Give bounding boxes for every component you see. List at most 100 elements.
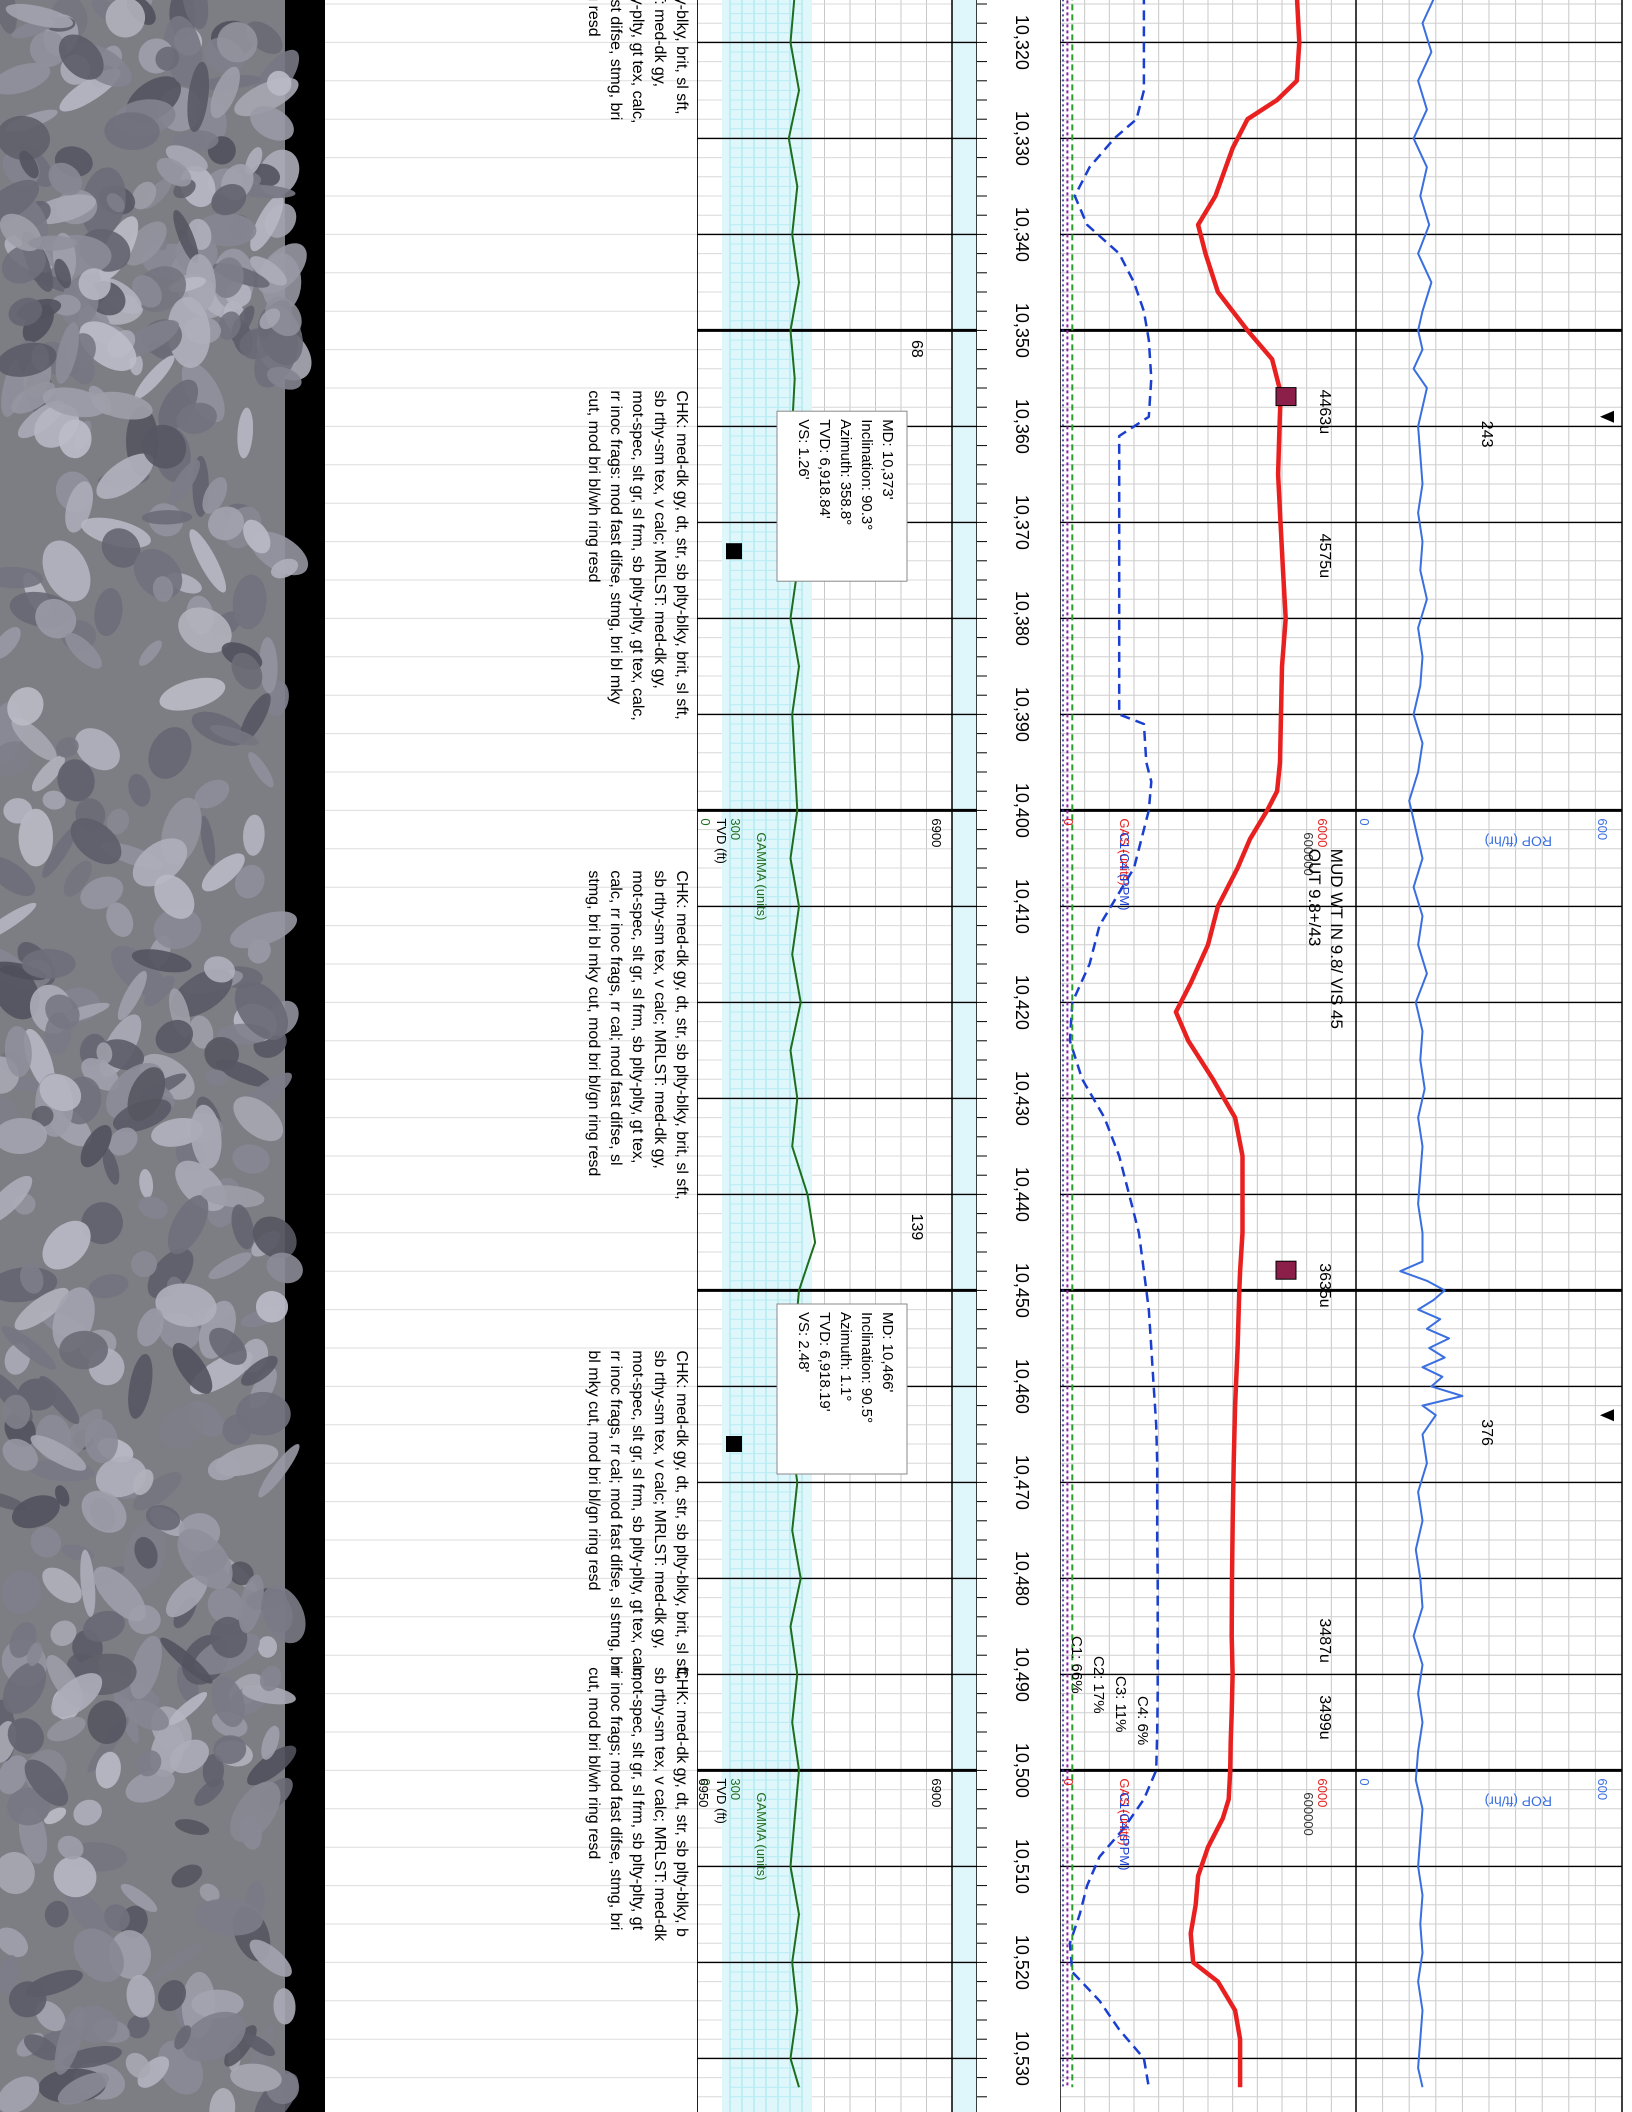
rop-scale-min: 0	[1357, 818, 1372, 825]
depth-tick-label: 10,490	[1012, 1647, 1032, 1702]
gamma-scale-max: 300	[728, 1778, 743, 1800]
depth-tick-label: 10,360	[1012, 399, 1032, 454]
cutting-chip	[243, 519, 271, 554]
cutting-chip	[8, 1981, 47, 2018]
cutting-chip	[42, 1567, 82, 1604]
cutting-chip	[0, 1175, 33, 1225]
cutting-chip	[266, 1252, 303, 1284]
cutting-chip	[19, 1263, 44, 1294]
cutting-chip	[0, 179, 40, 225]
cutting-chip	[105, 0, 146, 38]
description-line: bent: mod fast difse, stmg, bri	[607, 0, 624, 120]
cutting-chip	[210, 66, 240, 119]
cutting-chip	[74, 728, 120, 771]
gas-annotation: 3487u	[1316, 1618, 1333, 1663]
depth-tick-label: 10,420	[1012, 975, 1032, 1030]
cutting-chip	[189, 1015, 214, 1049]
cutting-chip	[133, 1472, 182, 1511]
cutting-chip	[53, 1856, 97, 1898]
cutting-chip	[208, 1252, 252, 1280]
cutting-chip	[2, 1394, 31, 1430]
mud-weight-annotation: MUD WT IN 9.8/ VIS 45	[1327, 849, 1346, 1029]
description-line: dt, str, sb plty-blky, brit, sl sft,	[673, 0, 690, 115]
gas-scale-max: 6000	[1315, 818, 1330, 847]
survey-line: TVD: 6,918.84'	[816, 419, 833, 519]
cutting-chip	[200, 815, 216, 866]
depth-tick-label: 10,500	[1012, 1743, 1032, 1798]
cutting-chip	[158, 1979, 187, 2012]
gamma-axis-title: GAMMA (units)	[754, 1792, 769, 1880]
cutting-chip	[167, 296, 211, 368]
cutting-chip	[141, 510, 193, 525]
cutting-chip	[199, 1883, 220, 1903]
description-line: cut, mod bri bl/wh ring resd	[585, 390, 602, 582]
depth-tick-label: 10,400	[1012, 783, 1032, 838]
cutting-chip	[207, 1587, 244, 1625]
cutting-chip	[238, 1574, 264, 1633]
depth-track-bg	[977, 0, 1060, 2112]
cutting-chip	[62, 2046, 122, 2069]
gas-scale-min: 0	[1061, 1778, 1076, 1785]
cutting-chip	[216, 22, 258, 63]
cutting-chip	[80, 876, 124, 910]
cutting-chip	[110, 945, 165, 998]
depth-tick-label: 10,470	[1012, 1455, 1032, 1510]
cutting-chip	[106, 902, 134, 937]
cutting-chip	[125, 1700, 169, 1731]
cutting-chip	[65, 1886, 111, 1941]
cutting-chip	[31, 1105, 54, 1127]
cutting-chip	[54, 258, 72, 289]
cutting-chip	[181, 361, 225, 423]
survey-line: Inclination: 90.5°	[858, 1312, 875, 1423]
gas-ratio-annotation: C1: 66%	[1068, 1636, 1085, 1694]
description-line: CHK: med-dk gy, dt, str, sb plty-blky, b	[673, 1667, 690, 1937]
cutting-chip	[5, 3, 74, 29]
cutting-chip	[108, 1127, 138, 1156]
cutting-chip	[182, 2011, 246, 2062]
cutting-chip	[217, 311, 241, 340]
cutting-chip	[207, 1456, 241, 1481]
cutting-chip	[257, 1636, 278, 1658]
gas-axis-title: GAS (units)	[1117, 818, 1132, 885]
cutting-chip	[202, 1753, 224, 1788]
survey-line: MD: 10,466'	[879, 1312, 896, 1393]
cutting-chip	[155, 46, 180, 71]
cutting-chip	[237, 407, 254, 459]
survey-line: Azimuth: 358.8°	[837, 419, 854, 525]
cutting-chip	[247, 1745, 297, 1786]
cutting-chip	[207, 506, 245, 541]
depth-tick-label: 10,480	[1012, 1551, 1032, 1606]
cutting-chip	[30, 1526, 62, 1558]
cutting-chip	[81, 167, 126, 238]
cutting-chip	[19, 150, 39, 179]
cutting-chip	[128, 773, 151, 807]
description-line: mot-spec, slt gr, sl frm, sb plty-plty, …	[629, 390, 646, 720]
series-line	[1068, 0, 1159, 2088]
cutting-chip	[42, 540, 91, 602]
depth-tick-label: 10,320	[1012, 15, 1032, 70]
description-line: CHK: med-dk gy, dt, str, sb plty-blky, b…	[673, 870, 690, 1199]
cutting-chip	[55, 1485, 70, 1507]
depth-tick-label: 10,380	[1012, 591, 1032, 646]
cutting-chip	[124, 221, 167, 266]
photo-track-black-band	[285, 0, 325, 2112]
tvd-scale-value: 6900	[929, 1778, 944, 1807]
cutting-chip	[87, 1700, 127, 1745]
tvd-axis-title: TVD (ft)	[714, 1778, 729, 1824]
cutting-chip	[23, 1028, 55, 1090]
cutting-chip	[187, 61, 210, 133]
cutting-chip	[154, 874, 195, 919]
cutting-chip	[96, 1042, 113, 1064]
survey-marker	[726, 1436, 742, 1452]
cutting-chip	[259, 637, 278, 694]
description-line: mot-spec, slt gr, sl frm, sb plty-plty, …	[629, 1667, 646, 1930]
cutting-chip	[243, 814, 265, 856]
cutting-chip	[7, 1787, 51, 1826]
cutting-chip	[215, 1059, 271, 1087]
cutting-chip	[173, 209, 199, 264]
cutting-chip	[0, 626, 21, 660]
survey-box-frame	[776, 410, 908, 582]
cutting-chip	[136, 1750, 162, 1777]
cutting-chip	[50, 1620, 77, 1646]
cutting-chip	[42, 825, 78, 878]
